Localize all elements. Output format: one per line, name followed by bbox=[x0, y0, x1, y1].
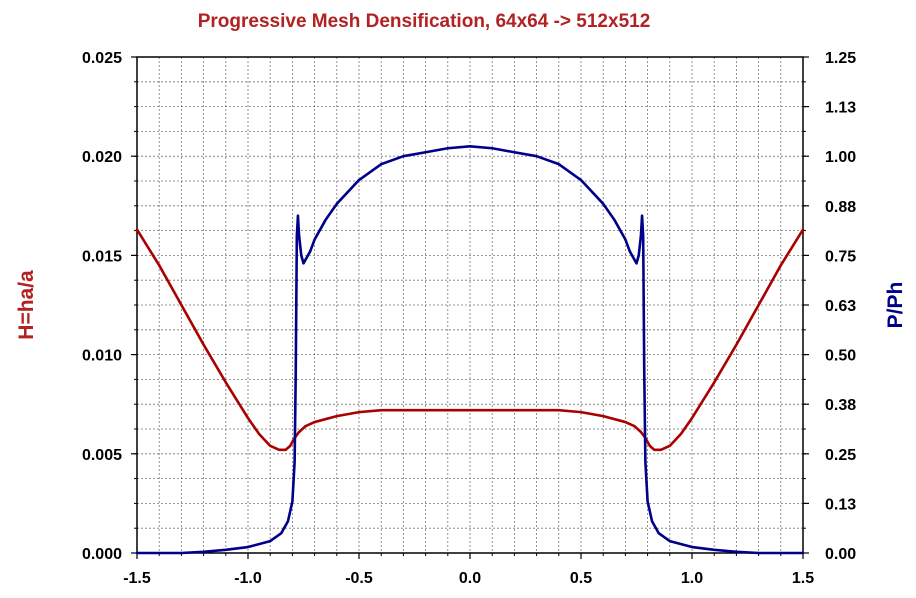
y-left-tick-label: 0.010 bbox=[82, 348, 122, 365]
series-line-h bbox=[135, 228, 805, 452]
y-left-tick-label: 0.005 bbox=[82, 447, 122, 464]
y-right-tick-label: 1.25 bbox=[825, 50, 856, 67]
x-tick-label: 0.0 bbox=[459, 570, 481, 587]
series-group bbox=[135, 144, 805, 555]
grid bbox=[137, 57, 803, 553]
y-right-tick-label: 0.38 bbox=[825, 397, 856, 414]
y-left-tick-label: 0.025 bbox=[82, 50, 122, 67]
x-tick-label: 1.0 bbox=[681, 570, 703, 587]
x-tick-label: -1.0 bbox=[234, 570, 262, 587]
series-line-p bbox=[135, 144, 805, 555]
y-right-tick-label: 0.13 bbox=[825, 496, 856, 513]
y-right-tick-label: 1.13 bbox=[825, 100, 856, 117]
y-axis-label-left: H=ha/a bbox=[15, 270, 38, 340]
x-tick-label: -0.5 bbox=[345, 570, 373, 587]
y-right-tick-label: 0.75 bbox=[825, 248, 856, 265]
tick-labels: -1.5 -1.0 -0.5 0.0 0.5 1.0 1.5 0.000 0.005 0.010 0… bbox=[82, 50, 856, 587]
y-axis-label-right: P/Ph bbox=[884, 282, 907, 329]
y-right-tick-label: 0.00 bbox=[825, 546, 856, 563]
tick-marks bbox=[131, 56, 809, 559]
x-tick-label: -1.5 bbox=[123, 570, 151, 587]
chart-title: Progressive Mesh Densification, 64x64 ->… bbox=[198, 11, 651, 32]
y-right-tick-label: 0.88 bbox=[825, 199, 856, 216]
y-left-tick-label: 0.015 bbox=[82, 248, 122, 265]
y-left-tick-label: 0.020 bbox=[82, 149, 122, 166]
y-right-tick-label: 1.00 bbox=[825, 149, 856, 166]
y-right-tick-label: 0.63 bbox=[825, 298, 856, 315]
x-tick-label: 0.5 bbox=[570, 570, 592, 587]
y-right-tick-label: 0.50 bbox=[825, 348, 856, 365]
x-tick-label: 1.5 bbox=[792, 570, 814, 587]
y-right-tick-label: 0.25 bbox=[825, 447, 856, 464]
y-left-tick-label: 0.000 bbox=[82, 546, 122, 563]
